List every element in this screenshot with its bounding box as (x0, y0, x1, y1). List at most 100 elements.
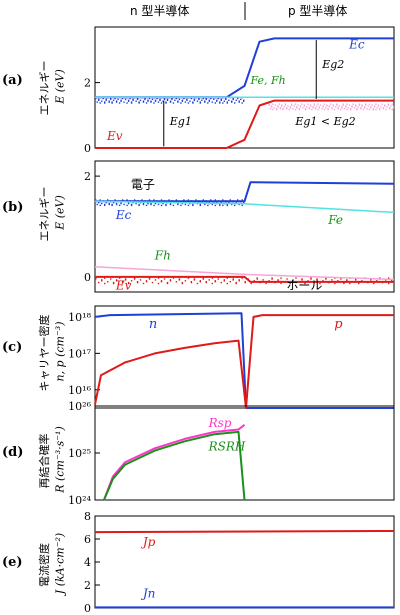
panel-a-hole-cloud-dot (377, 104, 380, 106)
panel-b-electron-cloud-dot (138, 203, 140, 206)
panel-a-hole-cloud-dot (270, 106, 273, 108)
panel-a-electron-cloud-dot (181, 100, 184, 102)
n-type-header: n 型半導体 (130, 4, 190, 18)
panel-a-electron-cloud-dot (104, 102, 106, 104)
panel-c-letter: (c) (2, 340, 23, 355)
panel-a-hole-cloud-dot (276, 108, 278, 111)
panel-b-electron-cloud-dot (192, 204, 194, 207)
panel-a-hole-cloud-dot (304, 108, 307, 110)
panel-b-hole-cloud-dot (157, 282, 160, 285)
panel-a-electron-cloud-dot (111, 101, 113, 103)
panel-b-electron-cloud-dot (111, 203, 113, 206)
panel-a-hole-cloud-dot (323, 103, 326, 105)
panel-a-electron-cloud-dot (166, 99, 169, 101)
panel-b-hole-cloud-dot (101, 280, 103, 282)
panel-a-electron-cloud-dot (193, 99, 196, 101)
panel-b-hole-cloud-dot (361, 280, 363, 282)
panel-b-hole-cloud-dot (232, 279, 234, 281)
panel-a-electron-cloud-dot (138, 101, 140, 103)
panel-b-electron-cloud-dot (177, 202, 179, 205)
panel-a-hole-cloud-dot (276, 108, 278, 110)
panel-a-electron-cloud-dot (222, 102, 224, 104)
panel-b-electron-cloud-dot (111, 204, 113, 207)
panel-a-hole-cloud-dot (321, 108, 323, 110)
panel-a-electron-cloud-dot (210, 97, 212, 100)
panel-a-electron-cloud-dot (98, 99, 100, 101)
panel-a-hole-cloud-dot (330, 103, 332, 105)
panel-b-electron-cloud-dot (214, 204, 216, 207)
panel-c-n-line (94, 312, 394, 409)
panel-b-hole-cloud-dot (331, 279, 333, 281)
panel-a-electron-cloud-dot (96, 101, 98, 103)
panel-a-hole-cloud-dot (281, 104, 283, 106)
panel-b-hole-cloud-dot (202, 277, 204, 279)
panel-b-hole-cloud-dot (292, 280, 294, 282)
panel-a-hole-cloud-dot (375, 108, 377, 111)
panel-b-electron-cloud-dot (195, 199, 197, 201)
panel-a-electron-cloud-dot (104, 101, 106, 103)
panel-b-hole-cloud-dot (160, 281, 163, 283)
panel-a-hole-cloud-dot (274, 104, 277, 106)
panel-b-ticklabel-0: 0 (84, 271, 91, 284)
panel-a-electron-cloud-dot (205, 97, 207, 100)
panel-b-electron-cloud-dot (235, 202, 237, 204)
panel-b-label-Fe: Fe (327, 213, 343, 227)
panel-a-electron-cloud-dot (159, 99, 161, 101)
panel-b-hole-cloud-dot (136, 281, 139, 283)
panel-b-hole-cloud-dot (232, 278, 234, 280)
panel-a-electron-cloud-dot (157, 101, 160, 103)
panel-b-hole-cloud-dot (325, 278, 327, 280)
panel-a-electron-cloud-dot (178, 98, 181, 101)
panel-b-hole-cloud-dot (211, 282, 213, 285)
panel-b-electron-cloud-dot (127, 202, 130, 204)
panel-a-electron-cloud-dot (163, 97, 166, 100)
panel-a-electron-cloud-dot (234, 102, 236, 104)
panel-a-electron-cloud-dot (186, 98, 188, 101)
panel-a-electron-cloud-dot (213, 98, 215, 101)
panel-b-hole-cloud-dot (205, 281, 207, 283)
panel-b-electron-cloud-dot (222, 204, 224, 207)
panel-a-electron-cloud-dot (186, 99, 188, 101)
panel-a-hole-cloud-dot (278, 103, 280, 105)
panel-a-frame (94, 26, 395, 149)
panel-b-hole-cloud-dot (316, 278, 318, 280)
panel-a-electron-cloud-dot (216, 99, 218, 101)
panel-a-hole-cloud-dot (282, 108, 284, 110)
panel-b-frame (94, 160, 395, 293)
panel-a-electron-cloud-dot (208, 99, 210, 101)
panel-b-electron-cloud-dot (237, 199, 239, 201)
panel-a-electron-cloud-dot (150, 100, 152, 102)
panel-a-electron-cloud-dot (198, 98, 200, 101)
panel-a-electron-cloud-dot (162, 100, 164, 102)
panel-a-hole-cloud-dot (307, 103, 309, 105)
panel-b-electron-cloud-dot (142, 203, 145, 206)
panel-b-hole-cloud-dot (115, 280, 118, 282)
panel-b-hole-cloud-dot (190, 281, 193, 284)
panel-b-hole-cloud-dot (193, 279, 196, 281)
panel-a-label-Fe-Fh: Fe, Fh (249, 74, 285, 87)
panel-a-hole-cloud-dot (382, 107, 385, 109)
panel-a-hole-cloud-dot (355, 105, 357, 107)
panel-b-electron-cloud-dot (99, 199, 101, 201)
panel-a-hole-cloud-dot (371, 104, 373, 106)
panel-a-hole-cloud-dot (291, 103, 293, 105)
panel-a-electron-cloud-dot (136, 98, 139, 101)
panel-b-electron-cloud-dot (241, 204, 243, 207)
panel-b-Fh-line (94, 266, 395, 281)
panel-a-hole-cloud-dot (272, 108, 274, 111)
panel-a-label-Ev: Ev (106, 129, 123, 143)
panel-b-electron-cloud-dot (238, 203, 240, 206)
panel-a-hole-cloud-dot (291, 104, 293, 106)
panel-a-hole-cloud-dot (302, 107, 304, 109)
panel-a-hole-cloud-dot (311, 108, 313, 111)
panel-b-electron-cloud-dot (169, 202, 172, 205)
panel-a-hole-cloud-dot (338, 105, 341, 107)
panel-b-hole-cloud-dot (220, 281, 222, 284)
panel-a-hole-cloud-dot (294, 108, 297, 111)
panel-a-hole-cloud-dot (313, 104, 315, 106)
panel-a-hole-cloud-dot (368, 108, 371, 111)
panel-b-hole-cloud-dot (121, 281, 124, 283)
panel-b-electron-cloud-dot (175, 199, 178, 201)
panel-b-hole-cloud-dot (148, 278, 151, 280)
panel-a-hole-cloud-dot (386, 106, 388, 108)
